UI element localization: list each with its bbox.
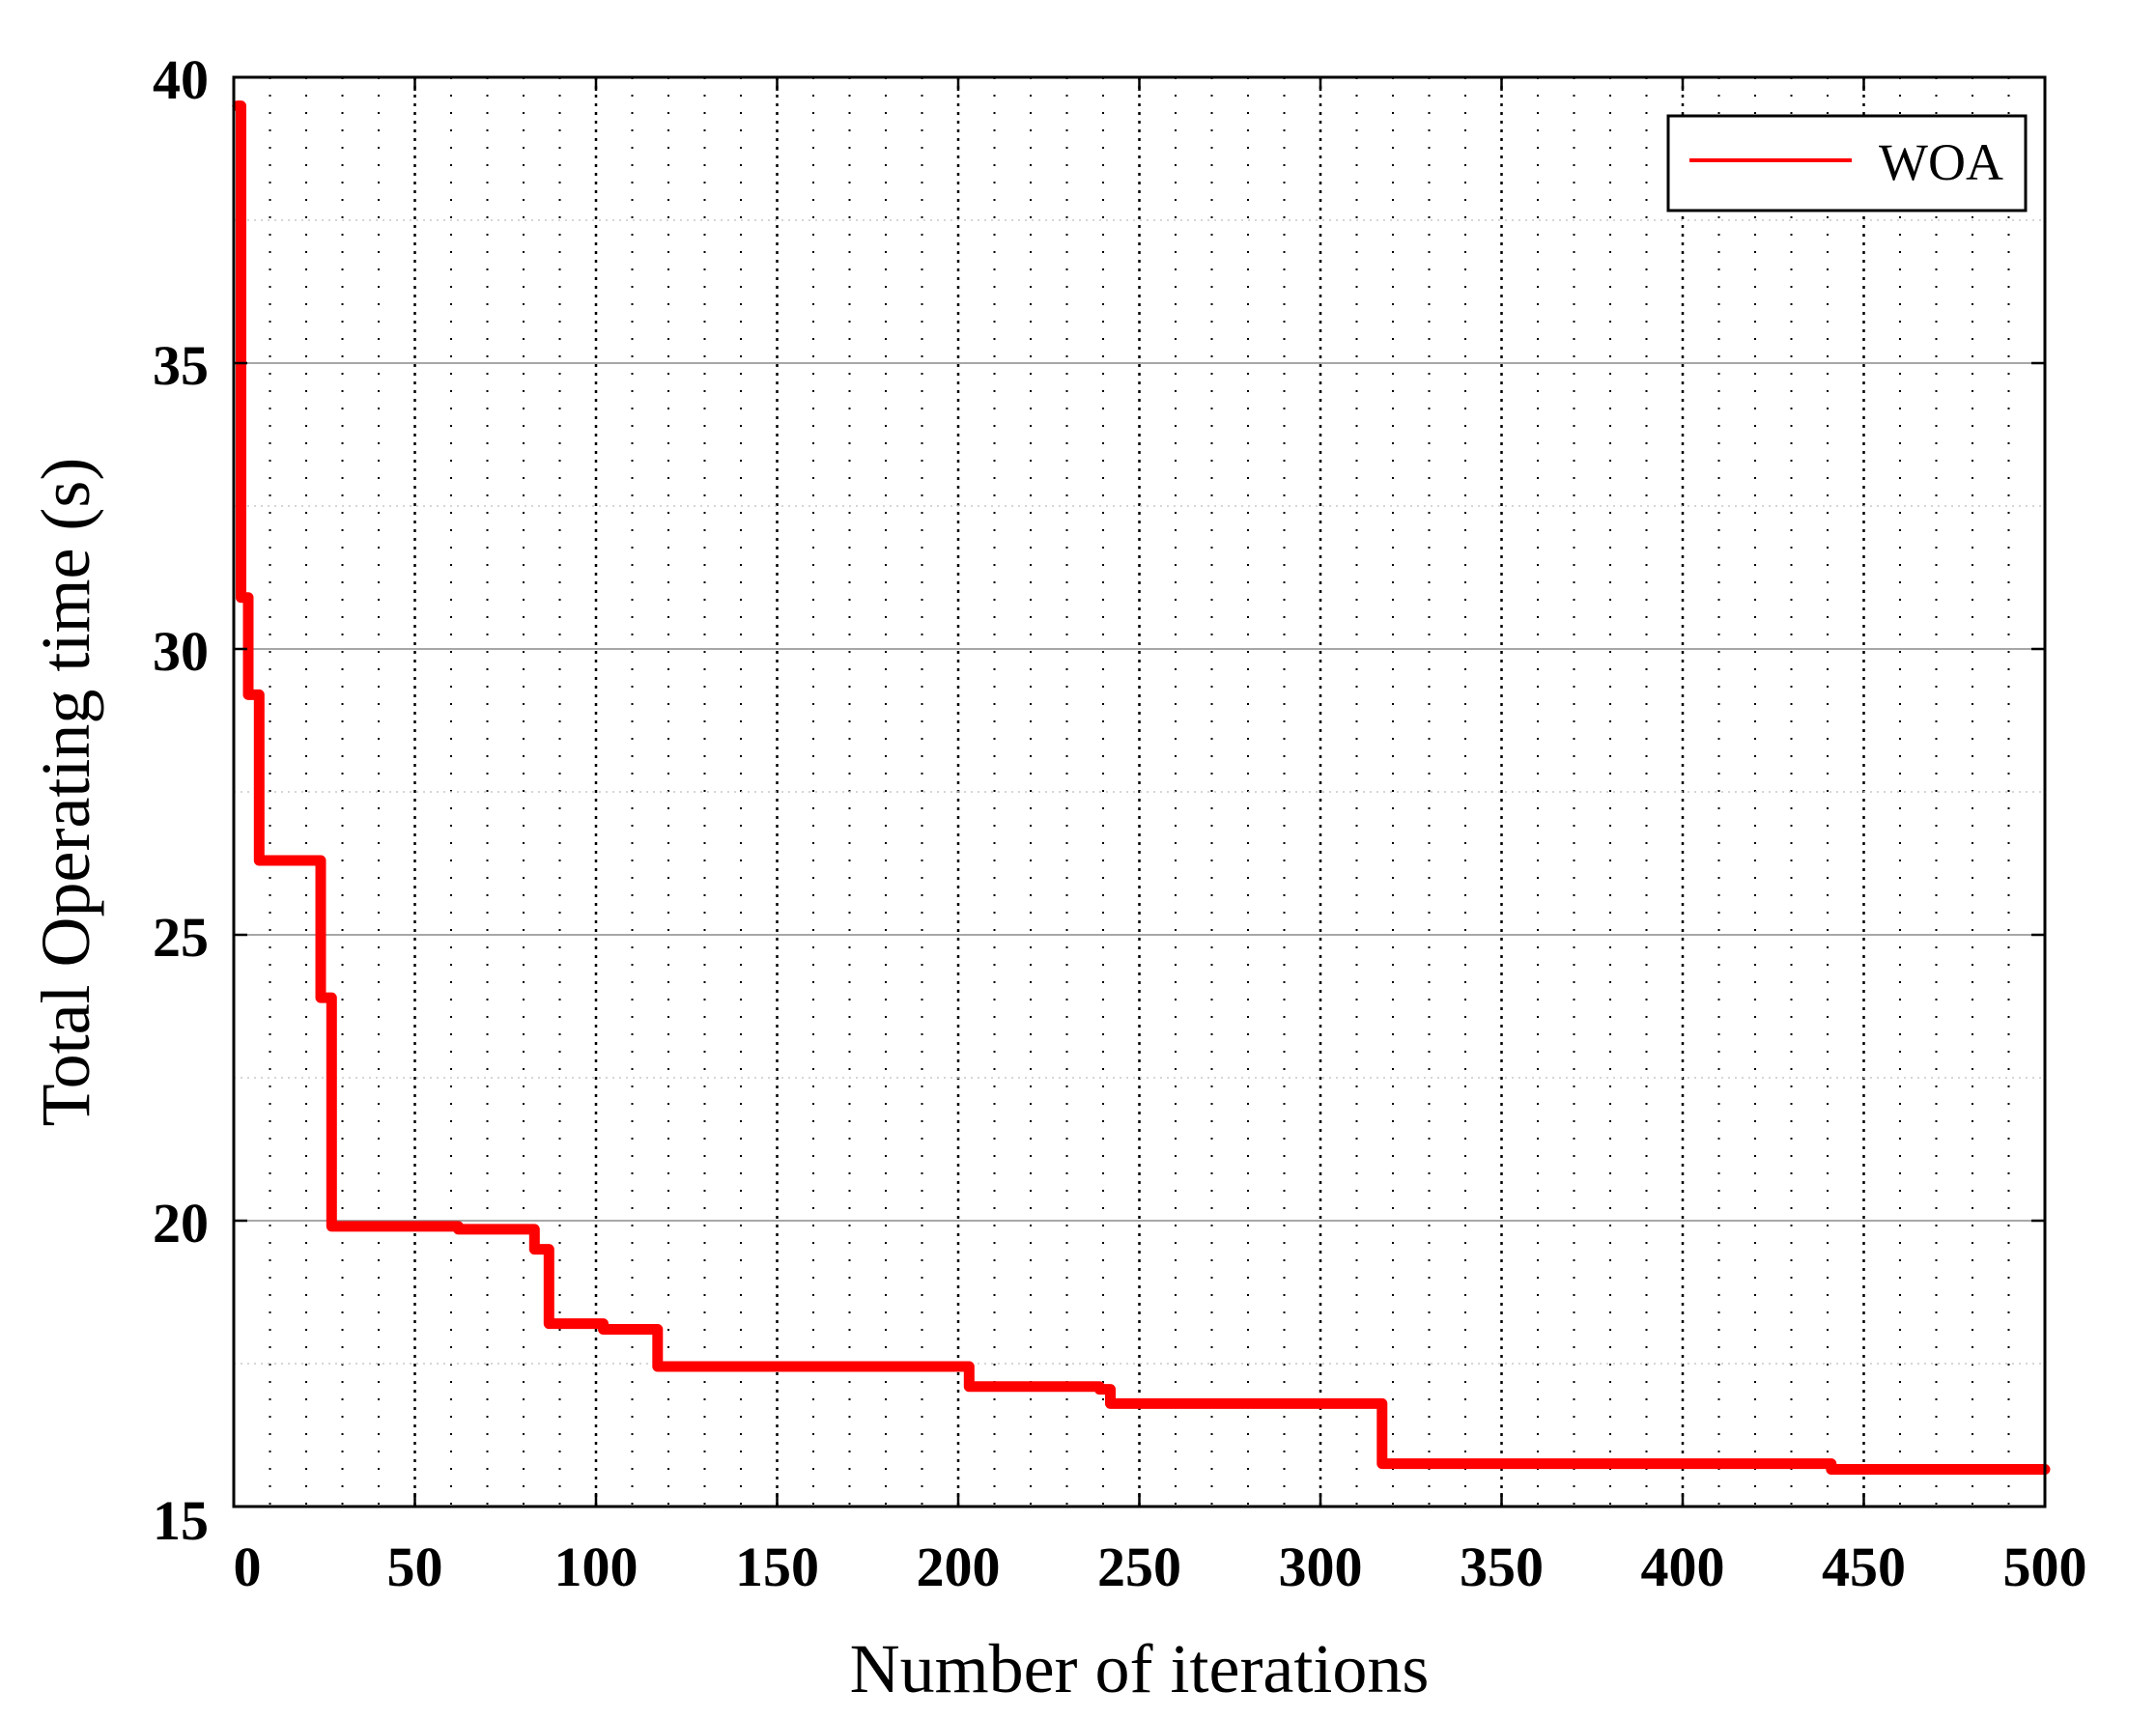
x-tick-label: 300 xyxy=(1279,1536,1363,1598)
x-tick-label: 400 xyxy=(1641,1536,1725,1598)
y-tick-label: 30 xyxy=(153,620,209,683)
legend-label-woa: WOA xyxy=(1879,133,2003,191)
series-layer xyxy=(232,100,2051,1475)
x-tick-label: 50 xyxy=(387,1536,443,1598)
y-tick-label: 20 xyxy=(153,1192,209,1254)
x-tick-labels: 0 50 100 150 200 250 300 350 400 450 500 xyxy=(234,1536,2087,1598)
legend: WOA xyxy=(1666,114,2028,212)
y-tick-label: 15 xyxy=(153,1489,209,1552)
x-tick-label: 150 xyxy=(735,1536,819,1598)
x-tick-label: 250 xyxy=(1097,1536,1181,1598)
x-tick-label: 500 xyxy=(2003,1536,2087,1598)
y-tick-label: 35 xyxy=(153,334,209,397)
x-tick-label: 350 xyxy=(1460,1536,1544,1598)
y-tick-labels: 15 20 25 30 35 40 xyxy=(153,48,209,1552)
x-tick-label: 450 xyxy=(1822,1536,1906,1598)
x-tick-label: 100 xyxy=(554,1536,638,1598)
y-axis-title: Total Operating time (s) xyxy=(27,458,104,1127)
y-tick-label: 40 xyxy=(153,48,209,111)
x-axis-title: Number of iterations xyxy=(850,1630,1430,1707)
y-tick-label: 25 xyxy=(153,906,209,969)
x-tick-label: 200 xyxy=(917,1536,1001,1598)
tick-marks xyxy=(232,75,2047,1508)
grid xyxy=(234,77,2045,1507)
legend-box xyxy=(1666,114,2028,212)
series-line-woa xyxy=(232,100,2051,1475)
x-tick-label: 0 xyxy=(234,1536,262,1598)
